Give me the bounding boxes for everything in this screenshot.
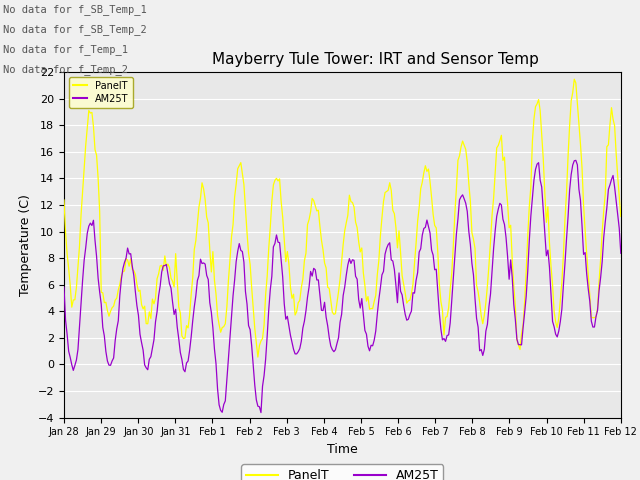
Title: Mayberry Tule Tower: IRT and Sensor Temp: Mayberry Tule Tower: IRT and Sensor Temp: [212, 52, 540, 67]
Y-axis label: Temperature (C): Temperature (C): [19, 194, 32, 296]
Text: No data for f_Temp_1: No data for f_Temp_1: [3, 44, 128, 55]
Text: No data for f_SB_Temp_2: No data for f_SB_Temp_2: [3, 24, 147, 35]
Text: No data for f_SB_Temp_1: No data for f_SB_Temp_1: [3, 4, 147, 15]
Legend: PanelT, AM25T: PanelT, AM25T: [241, 464, 444, 480]
X-axis label: Time: Time: [327, 443, 358, 456]
Text: No data for f_Temp_2: No data for f_Temp_2: [3, 64, 128, 75]
